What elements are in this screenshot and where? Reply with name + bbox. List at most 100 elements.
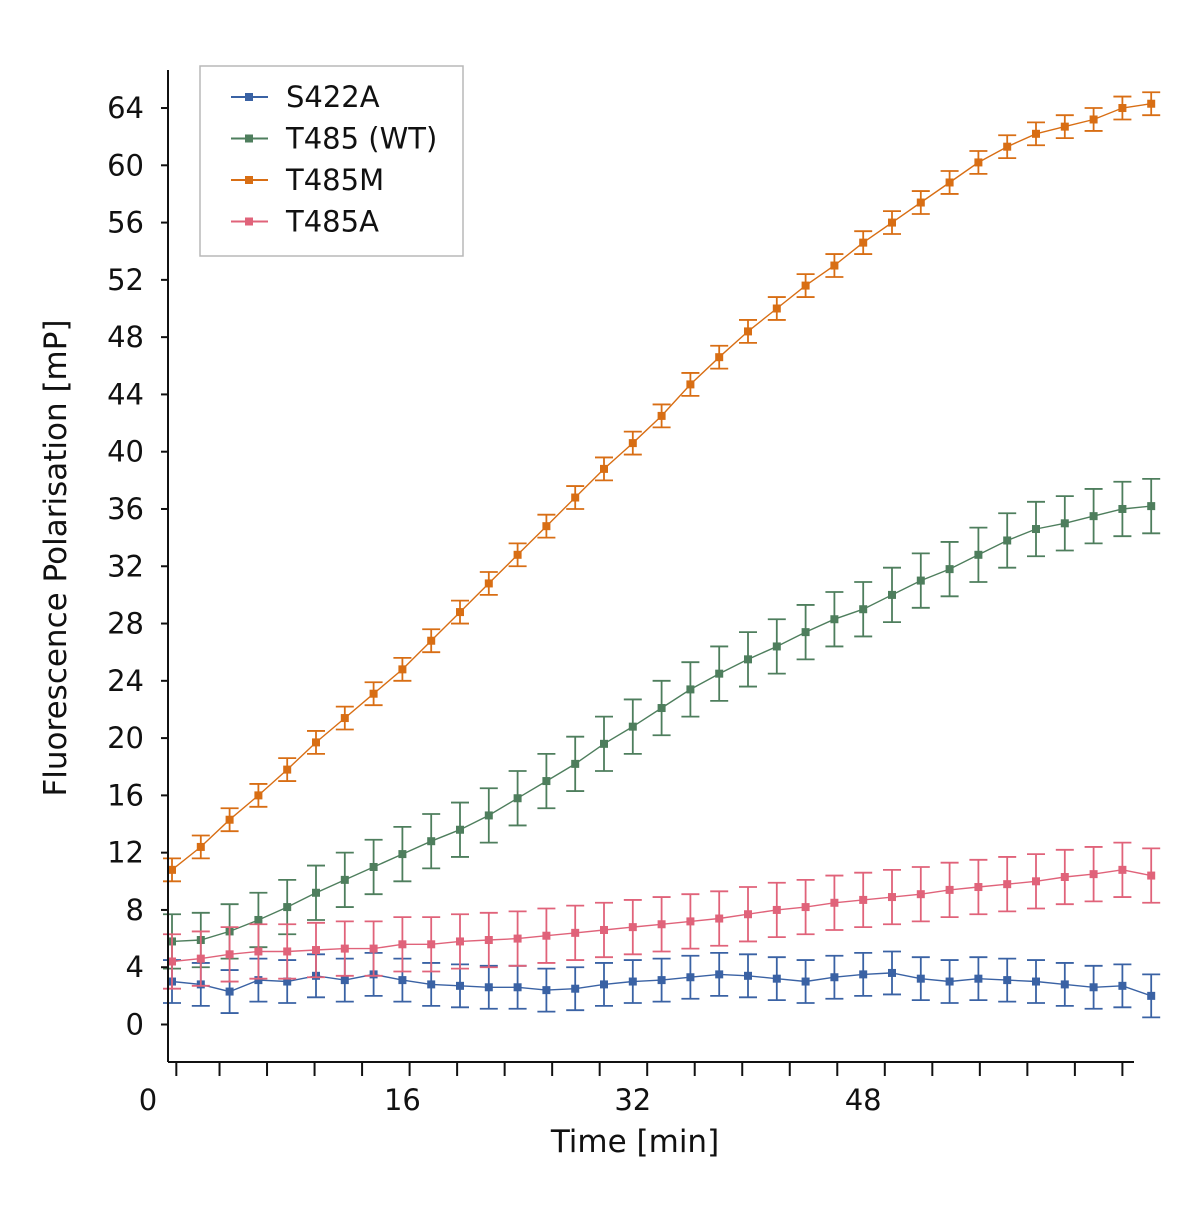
data-point xyxy=(254,976,263,985)
plot-area xyxy=(163,91,1161,1019)
data-point xyxy=(340,944,349,953)
data-point xyxy=(888,893,896,902)
data-point xyxy=(1147,991,1156,1000)
data-point xyxy=(657,920,666,929)
data-point xyxy=(513,550,522,559)
legend-label: T485M xyxy=(285,163,384,197)
y-axis-title: Fluorescence Polarisation [mP] xyxy=(38,319,74,796)
data-point xyxy=(1118,504,1127,513)
data-point xyxy=(744,327,752,336)
data-point xyxy=(945,178,954,187)
data-point xyxy=(484,936,493,945)
data-point xyxy=(1089,512,1098,521)
data-point xyxy=(1060,980,1069,989)
data-point xyxy=(772,642,781,651)
x-ticks: 0 16 32 48 xyxy=(139,1062,1124,1117)
data-point xyxy=(888,218,896,227)
data-point xyxy=(1003,976,1012,985)
y-tick-label: 12 xyxy=(107,836,144,870)
data-point xyxy=(1089,983,1098,992)
data-point xyxy=(1118,104,1127,113)
data-point xyxy=(628,977,637,986)
data-point xyxy=(715,914,724,923)
data-point xyxy=(571,493,580,502)
data-point xyxy=(196,954,205,963)
data-point xyxy=(1060,519,1069,528)
series-3 xyxy=(163,841,1161,990)
data-point xyxy=(916,198,925,207)
data-point xyxy=(312,738,320,747)
data-point xyxy=(628,439,637,448)
data-point xyxy=(600,464,608,473)
data-point xyxy=(168,865,176,874)
x-tick-label: 0 xyxy=(139,1083,157,1117)
y-tick-label: 16 xyxy=(107,778,144,812)
y-tick-label: 20 xyxy=(107,721,144,755)
data-point xyxy=(340,976,349,985)
data-point xyxy=(225,815,234,824)
data-point xyxy=(340,875,349,884)
data-point xyxy=(888,590,896,599)
data-point xyxy=(859,238,868,247)
data-point xyxy=(369,689,378,698)
legend-label: T485A xyxy=(285,205,379,239)
data-point xyxy=(456,608,464,617)
data-point xyxy=(600,980,608,989)
y-tick-label: 0 xyxy=(126,1008,144,1042)
data-point xyxy=(628,923,637,932)
data-point xyxy=(628,722,637,731)
data-point xyxy=(974,974,983,983)
legend-label: S422A xyxy=(286,80,380,114)
data-point xyxy=(456,825,464,834)
data-point xyxy=(542,986,551,995)
series-0 xyxy=(163,950,1161,1019)
data-point xyxy=(484,983,493,992)
x-tick-label: 16 xyxy=(384,1083,421,1117)
legend-marker xyxy=(245,93,253,101)
data-point xyxy=(254,915,263,924)
data-point xyxy=(513,934,522,943)
legend-marker xyxy=(245,134,253,143)
y-tick-label: 32 xyxy=(107,549,144,583)
data-point xyxy=(1003,142,1012,151)
data-point xyxy=(398,940,407,949)
data-point xyxy=(600,925,608,934)
data-point xyxy=(542,777,551,786)
data-point xyxy=(974,158,983,167)
data-point xyxy=(686,973,695,982)
y-tick-label: 24 xyxy=(107,664,144,698)
data-point xyxy=(283,903,292,912)
data-point xyxy=(1118,865,1127,874)
y-tick-label: 36 xyxy=(107,492,144,526)
data-point xyxy=(715,353,724,362)
y-tick-label: 48 xyxy=(107,320,144,354)
data-point xyxy=(542,931,551,940)
y-tick-label: 4 xyxy=(126,950,144,984)
data-point xyxy=(1003,880,1012,889)
y-tick-label: 44 xyxy=(107,377,144,411)
data-point xyxy=(744,910,752,919)
series-2 xyxy=(163,91,1161,883)
y-tick-label: 52 xyxy=(107,263,144,297)
data-point xyxy=(283,765,292,774)
data-point xyxy=(945,977,954,986)
data-point xyxy=(1003,536,1012,545)
data-point xyxy=(974,883,983,892)
data-point xyxy=(398,665,407,674)
data-point xyxy=(340,714,349,723)
data-point xyxy=(513,794,522,803)
data-point xyxy=(398,850,407,859)
legend-marker xyxy=(245,176,253,184)
data-point xyxy=(916,576,925,585)
data-point xyxy=(859,970,868,979)
data-point xyxy=(945,885,954,894)
data-point xyxy=(571,984,580,993)
data-point xyxy=(686,917,695,926)
x-tick-label: 48 xyxy=(845,1083,882,1117)
data-point xyxy=(657,976,666,985)
data-point xyxy=(484,811,493,820)
data-point xyxy=(772,974,781,983)
data-point xyxy=(312,888,320,897)
legend-marker xyxy=(245,217,253,226)
